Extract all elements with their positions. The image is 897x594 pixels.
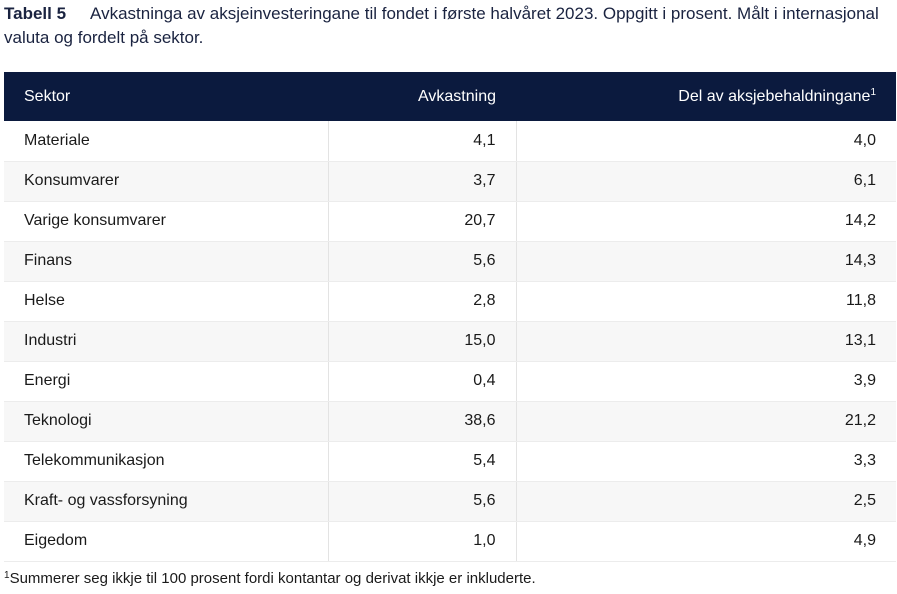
cell-share: 11,8 [515, 281, 896, 322]
cell-return: 20,7 [327, 201, 516, 242]
cell-sector: Konsumvarer [4, 161, 328, 202]
table-row: Materiale 4,1 4,0 [4, 121, 896, 162]
cell-return: 0,4 [327, 361, 516, 402]
cell-share: 14,3 [515, 241, 896, 282]
cell-share: 21,2 [515, 401, 896, 442]
cell-return: 5,4 [327, 441, 516, 482]
cell-share: 4,9 [515, 521, 896, 562]
table-row: Konsumvarer 3,7 6,1 [4, 161, 896, 202]
sector-return-table: Sektor Avkastning Del av aksjebehaldning… [4, 72, 896, 562]
table-label: Tabell 5 [4, 4, 67, 23]
table-row: Industri 15,0 13,1 [4, 321, 896, 362]
cell-sector: Energi [4, 361, 328, 402]
table-row: Kraft- og vassforsyning 5,6 2,5 [4, 481, 896, 522]
cell-return: 1,0 [327, 521, 516, 562]
cell-share: 2,5 [515, 481, 896, 522]
cell-return: 4,1 [327, 121, 516, 162]
table-caption: Tabell 5 Avkastninga av aksjeinvesteringa… [4, 2, 884, 50]
column-header-return: Avkastning [418, 87, 496, 105]
cell-share: 14,2 [515, 201, 896, 242]
cell-sector: Helse [4, 281, 328, 322]
cell-sector: Materiale [4, 121, 328, 162]
table-row: Teknologi 38,6 21,2 [4, 401, 896, 442]
cell-return: 2,8 [327, 281, 516, 322]
cell-sector: Eigedom [4, 521, 328, 562]
footnote-number: 1 [4, 570, 10, 581]
table-header-row: Sektor Avkastning Del av aksjebehaldning… [4, 72, 896, 121]
cell-return: 38,6 [327, 401, 516, 442]
cell-sector: Teknologi [4, 401, 328, 442]
cell-sector: Finans [4, 241, 328, 282]
table-row: Finans 5,6 14,3 [4, 241, 896, 282]
table-body: Materiale 4,1 4,0 Konsumvarer 3,7 6,1 Varige k… [4, 121, 896, 562]
cell-return: 5,6 [327, 481, 516, 522]
cell-sector: Varige konsumvarer [4, 201, 328, 242]
table-row: Eigedom 1,0 4,9 [4, 521, 896, 562]
cell-share: 3,9 [515, 361, 896, 402]
cell-return: 5,6 [327, 241, 516, 282]
cell-sector: Telekommunikasjon [4, 441, 328, 482]
footnote-marker: 1 [870, 86, 876, 98]
column-header-share: Del av aksjebehaldningane1 [516, 72, 896, 121]
table-caption-text: Avkastninga av aksjeinvesteringane til f… [4, 4, 879, 47]
table-row: Energi 0,4 3,9 [4, 361, 896, 402]
cell-return: 15,0 [327, 321, 516, 362]
column-header-sector: Sektor [24, 87, 71, 105]
cell-sector: Industri [4, 321, 328, 362]
cell-share: 4,0 [515, 121, 896, 162]
table-row: Telekommunikasjon 5,4 3,3 [4, 441, 896, 482]
cell-share: 6,1 [515, 161, 896, 202]
table-row: Varige konsumvarer 20,7 14,2 [4, 201, 896, 242]
column-header-share-label: Del av aksjebehaldningane [678, 87, 871, 105]
cell-share: 13,1 [515, 321, 896, 362]
cell-return: 3,7 [327, 161, 516, 202]
footnote: 1Summerer seg ikkje til 100 prosent ford… [4, 570, 536, 587]
cell-sector: Kraft- og vassforsyning [4, 481, 328, 522]
footnote-text: Summerer seg ikkje til 100 prosent fordi… [9, 570, 536, 587]
cell-share: 3,3 [515, 441, 896, 482]
table-row: Helse 2,8 11,8 [4, 281, 896, 322]
